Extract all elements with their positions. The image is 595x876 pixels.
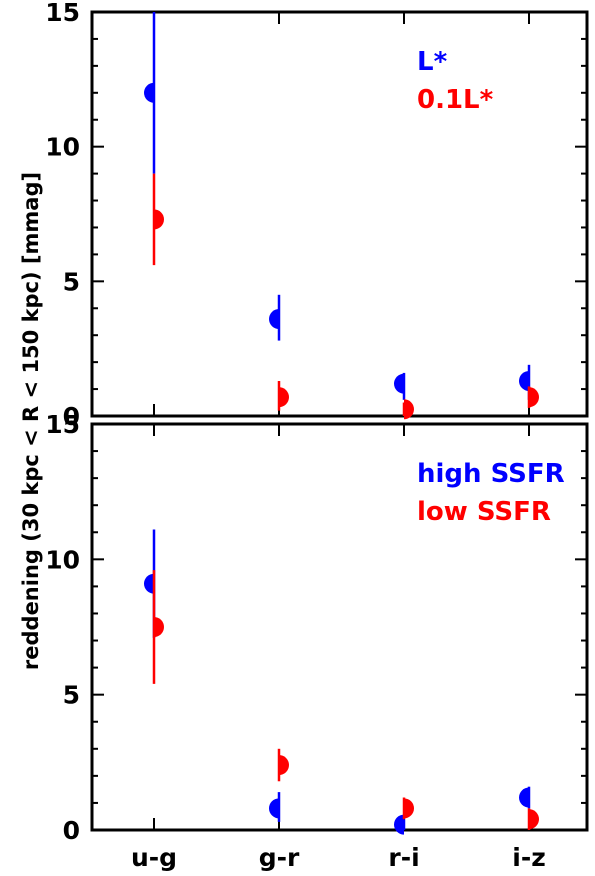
y-tick-label: 5 bbox=[63, 267, 80, 296]
data-point bbox=[529, 387, 539, 408]
y-tick-label: 0 bbox=[63, 816, 80, 845]
data-point bbox=[279, 755, 289, 776]
data-point bbox=[144, 82, 154, 103]
data-point bbox=[404, 798, 414, 819]
data-point bbox=[404, 399, 414, 420]
y-tick-label: 10 bbox=[45, 133, 80, 162]
data-point bbox=[144, 573, 154, 594]
y-tick-label: 5 bbox=[63, 681, 80, 710]
legend-entry: 0.1L* bbox=[417, 85, 494, 115]
y-tick-label: 15 bbox=[45, 0, 80, 27]
plot-frame bbox=[90, 10, 589, 418]
y-axis-label: reddening (30 kpc < R < 150 kpc) [mmag] bbox=[19, 172, 43, 670]
x-tick-label: i-z bbox=[512, 843, 546, 872]
data-point bbox=[269, 798, 279, 819]
data-point bbox=[279, 387, 289, 408]
legend-entry: L* bbox=[417, 47, 448, 77]
data-point bbox=[394, 814, 404, 835]
data-point bbox=[269, 309, 279, 330]
panel-2: 0 5 10 15 high SSFR low SSFR bbox=[45, 410, 589, 845]
legend-entry: high SSFR bbox=[417, 459, 565, 489]
data-point bbox=[154, 209, 165, 230]
y-tick-label: 0 bbox=[63, 402, 80, 431]
data-point bbox=[519, 370, 529, 391]
panel-1: 0 5 10 15 L* 0.1L* bbox=[45, 0, 589, 431]
x-tick-label: g-r bbox=[259, 843, 300, 872]
y-tick-label: 10 bbox=[45, 545, 80, 574]
data-point bbox=[394, 373, 404, 394]
plot-frame bbox=[90, 422, 589, 832]
data-point bbox=[519, 787, 529, 808]
legend-entry: low SSFR bbox=[417, 497, 551, 527]
y-tick-label: 15 bbox=[45, 410, 80, 439]
data-point bbox=[529, 809, 539, 830]
x-tick-label: u-g bbox=[131, 843, 177, 872]
data-point bbox=[154, 617, 164, 637]
x-tick-label: r-i bbox=[388, 843, 419, 872]
